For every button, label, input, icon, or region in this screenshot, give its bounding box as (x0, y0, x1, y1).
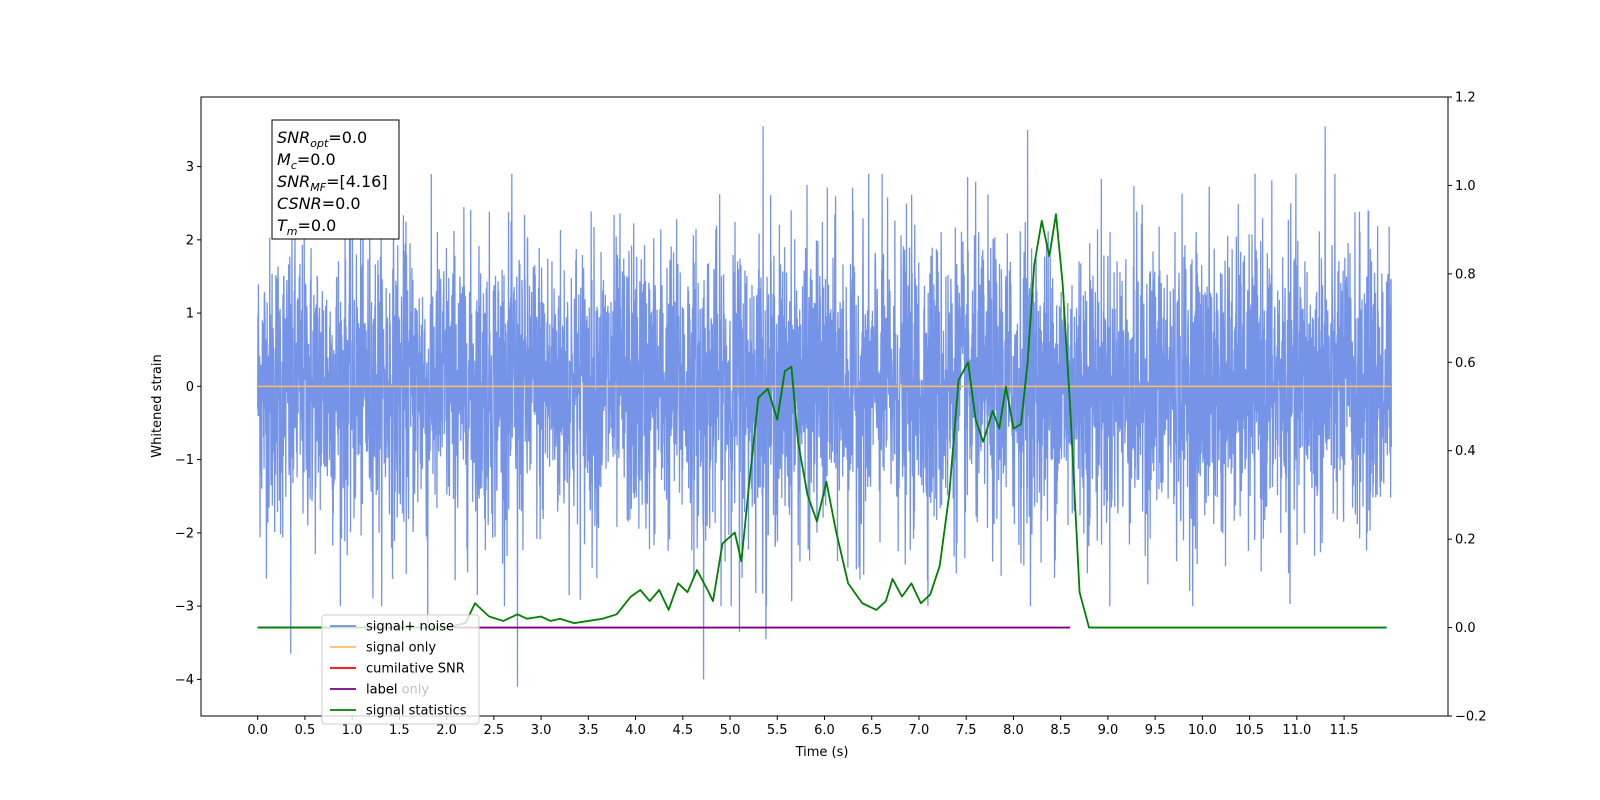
y-left-tick-label: −1 (175, 453, 194, 468)
x-tick-label: 2.0 (436, 723, 457, 738)
info-line: SNRopt=0.0 (277, 128, 367, 150)
legend: signal+ noise signal only cumilative SNR la… (321, 614, 480, 725)
x-tick-label: 6.0 (814, 723, 835, 738)
x-tick-label: 6.5 (861, 723, 882, 738)
info-line: Mc=0.0 (277, 150, 336, 172)
legend-label: signal statistics (366, 704, 467, 719)
x-tick-label: 9.0 (1098, 723, 1119, 738)
y-axis-right-ticks: −0.2 0.0 0.2 0.4 0.6 0.8 1.0 1.2 (1448, 91, 1487, 725)
x-tick-label: 3.0 (531, 723, 552, 738)
y-right-tick-label: 1.0 (1455, 179, 1476, 194)
x-tick-label: 1.0 (342, 723, 363, 738)
legend-label: signal+ noise (366, 620, 454, 635)
x-tick-label: 1.5 (389, 723, 410, 738)
y-right-tick-label: 0.2 (1455, 533, 1476, 548)
signal-statistics-series-layer (257, 213, 1387, 629)
legend-items: signal+ noise signal only cumilative SNR la… (330, 620, 467, 719)
x-tick-label: 11.0 (1282, 723, 1311, 738)
x-axis-title: Time (s) (795, 745, 849, 760)
y-left-tick-label: 0 (186, 380, 194, 395)
legend-label: cumilative SNR (366, 662, 465, 677)
x-tick-label: 11.5 (1330, 723, 1359, 738)
y-right-tick-label: 0.0 (1455, 621, 1476, 636)
y-right-tick-label: −0.2 (1455, 710, 1487, 725)
info-line: SNRMF=[4.16] (277, 172, 388, 194)
legend-label: label (366, 683, 397, 698)
x-tick-label: 8.5 (1050, 723, 1071, 738)
x-tick-label: 0.0 (247, 723, 268, 738)
y-left-tick-label: 1 (186, 307, 194, 322)
y-left-tick-label: −3 (175, 600, 194, 615)
signal-statistics-line (257, 213, 1387, 629)
info-box-frame (271, 119, 400, 240)
y-axis-left-ticks: −4 −3 −2 −1 0 1 2 3 (175, 160, 201, 688)
x-tick-label: 10.5 (1235, 723, 1264, 738)
y-right-tick-label: 0.8 (1455, 267, 1476, 282)
y-left-tick-label: 3 (186, 160, 194, 175)
legend-frame (321, 614, 480, 725)
x-tick-label: 5.5 (767, 723, 788, 738)
y-right-tick-label: 0.4 (1455, 444, 1476, 459)
x-tick-label: 4.5 (672, 723, 693, 738)
signal-noise-line (257, 126, 1392, 687)
x-tick-label: 5.0 (720, 723, 741, 738)
x-axis-ticks: 0.0 0.5 1.0 1.5 2.0 2.5 3.0 3.5 4.0 4.5 5.0 5.5 6.0 6… (247, 716, 1359, 738)
noise-series-layer (257, 126, 1392, 687)
x-tick-label: 9.5 (1145, 723, 1166, 738)
x-tick-label: 8.0 (1003, 723, 1024, 738)
y-right-tick-label: 0.6 (1455, 356, 1476, 371)
y-axis-title: Whitened strain (150, 354, 165, 457)
legend-overlap-text: label only (366, 683, 429, 698)
y-left-tick-label: −4 (175, 673, 194, 688)
y-right-tick-label: 1.2 (1455, 91, 1476, 106)
x-tick-label: 0.5 (295, 723, 316, 738)
x-tick-label: 4.0 (625, 723, 646, 738)
legend-label: signal only (366, 641, 436, 656)
info-line: CSNR=0.0 (277, 194, 361, 213)
x-tick-label: 3.5 (578, 723, 599, 738)
y-left-tick-label: 2 (186, 233, 194, 248)
x-tick-label: 10.0 (1188, 723, 1217, 738)
x-tick-label: 7.5 (956, 723, 977, 738)
x-tick-label: 2.5 (484, 723, 505, 738)
y-left-tick-label: −2 (175, 526, 194, 541)
x-tick-label: 7.0 (909, 723, 930, 738)
info-line: Tm=0.0 (277, 216, 336, 238)
